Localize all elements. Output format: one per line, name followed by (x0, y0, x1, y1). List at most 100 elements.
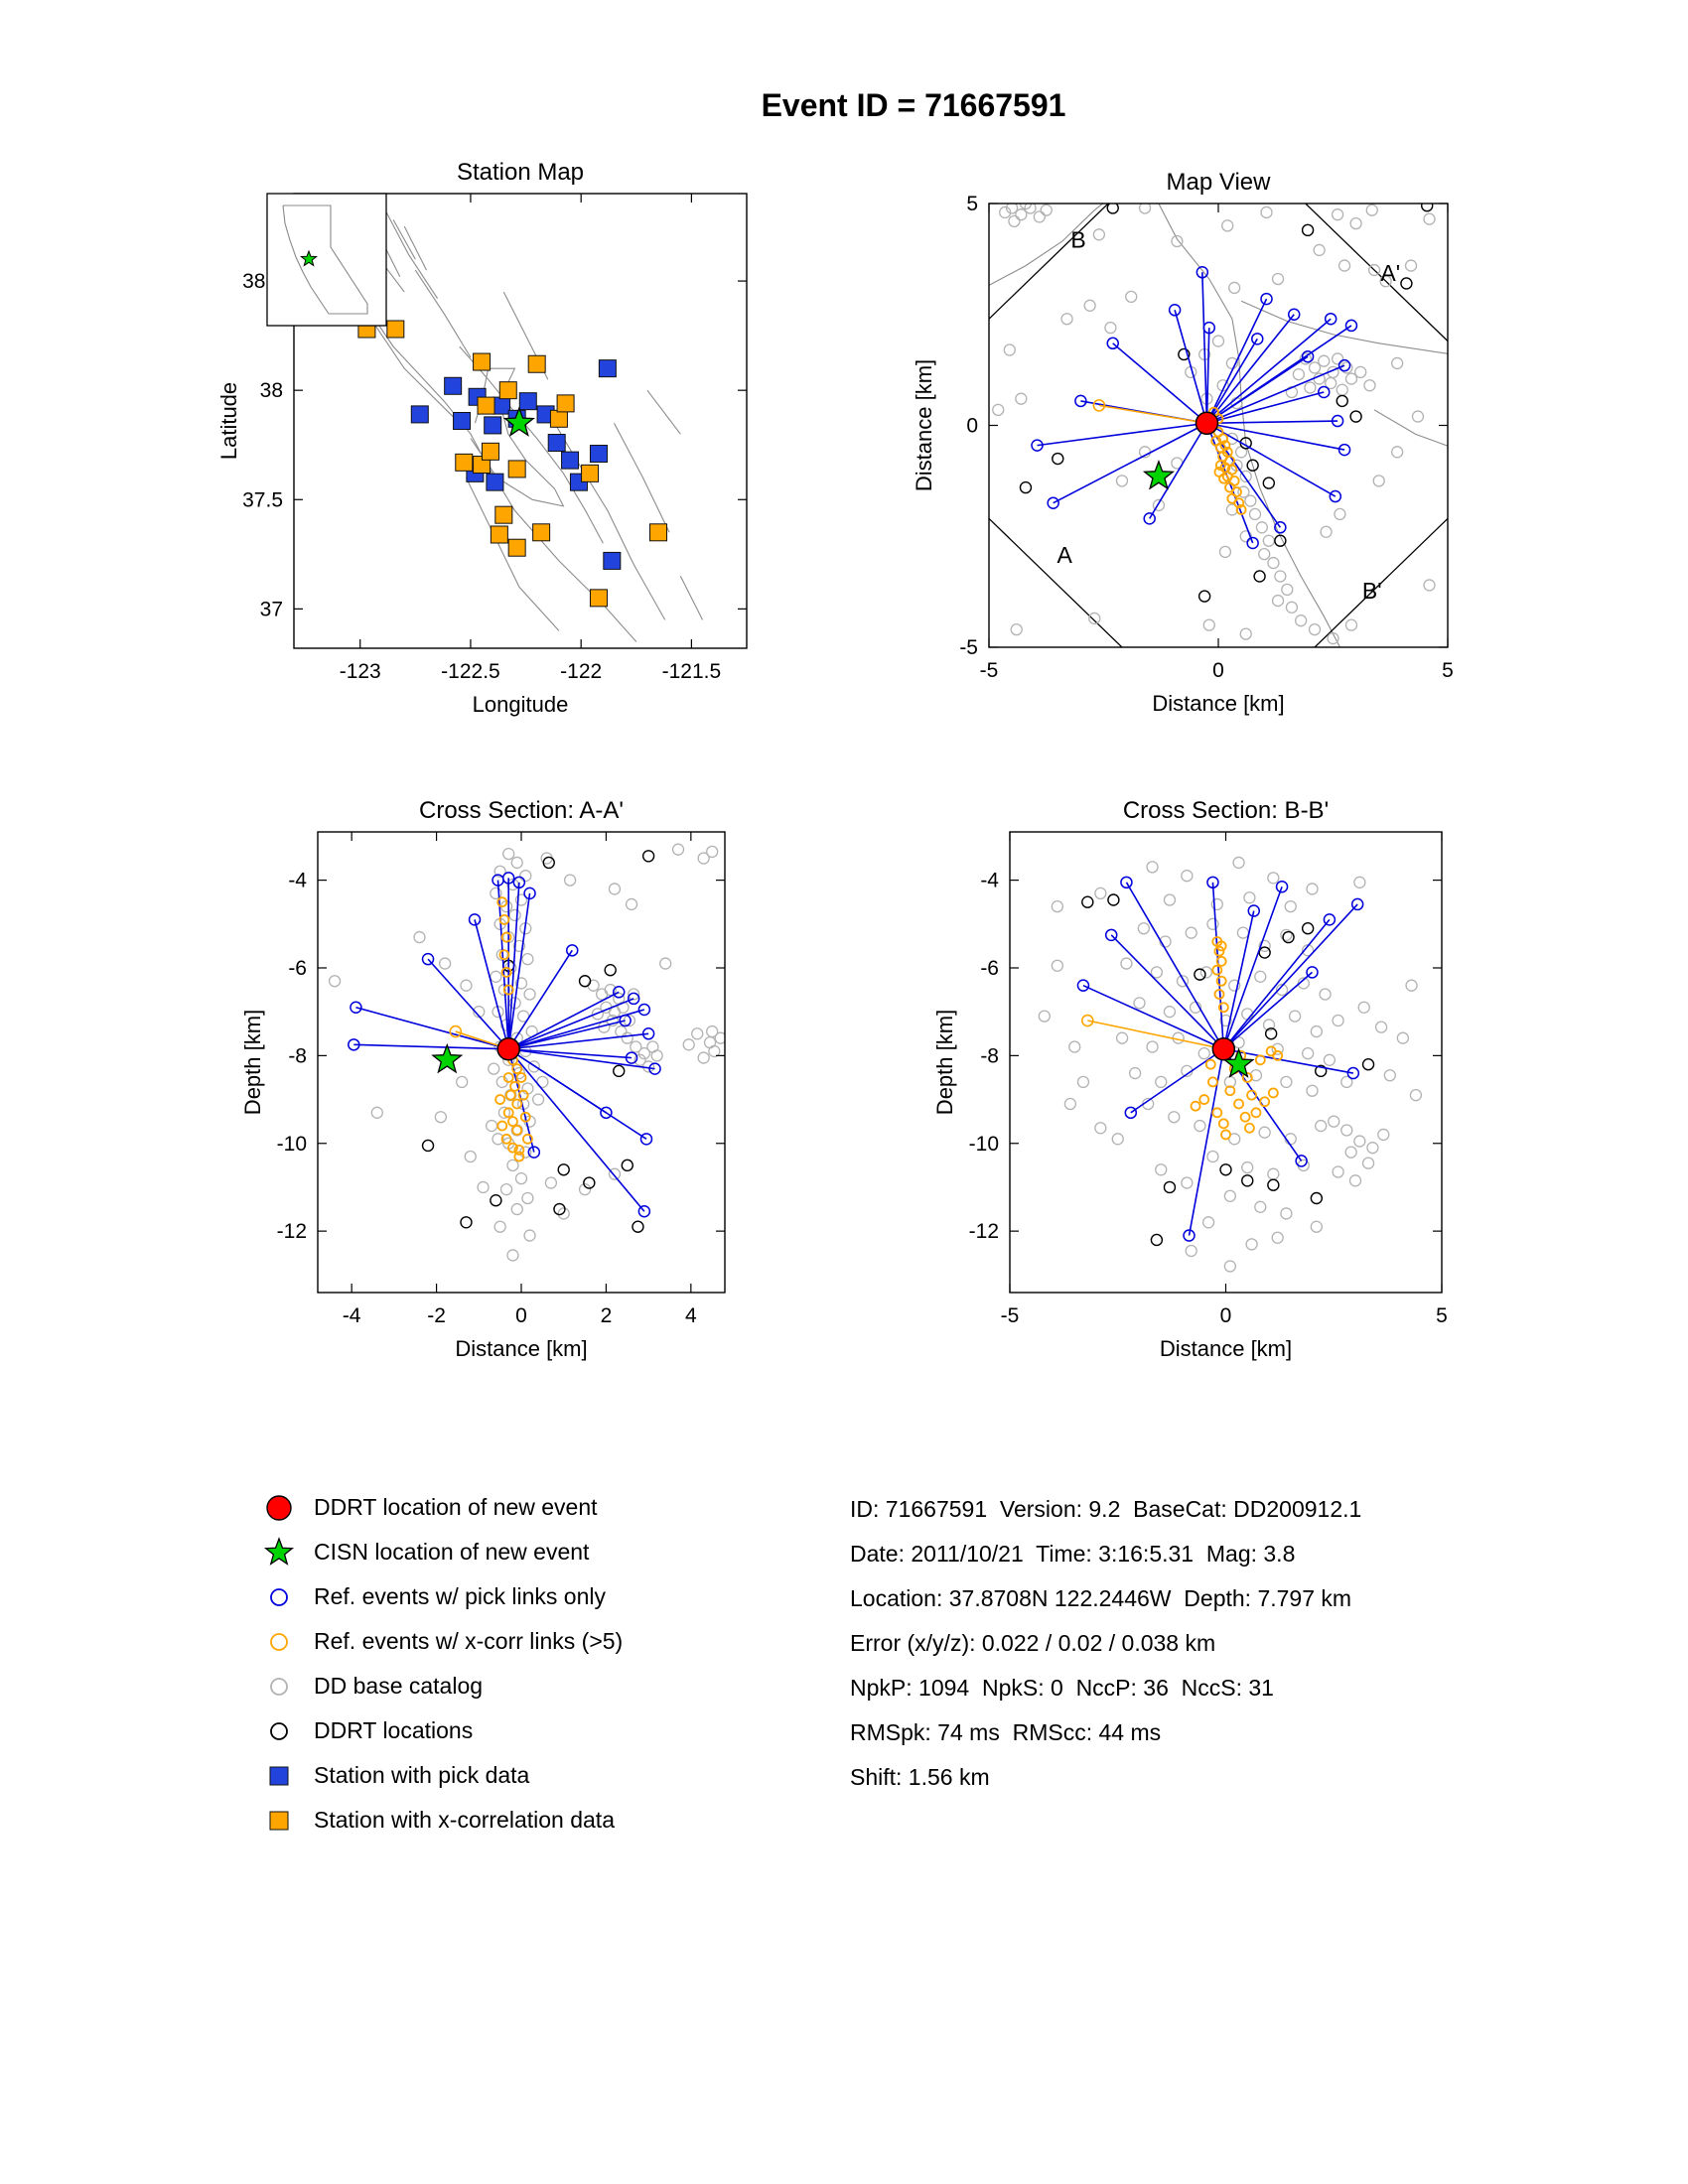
ref-event-pick (421, 952, 435, 966)
legend-item: Station with x-correlation data (256, 1798, 623, 1843)
red-dot-marker (266, 1494, 292, 1521)
y-tick-label: 37.5 (242, 488, 283, 511)
ref-event-pick (1344, 319, 1358, 333)
x-tick-label: -122 (560, 660, 602, 683)
ref-event-pick (468, 913, 482, 926)
ref-event-xcorr (1081, 1014, 1094, 1027)
station-xcorr-marker (507, 460, 526, 478)
y-tick-label: -12 (277, 1220, 307, 1243)
panel-title: Map View (1167, 169, 1272, 196)
section-label: B' (1362, 578, 1382, 604)
legend-item-label: Ref. events w/ pick links only (314, 1583, 607, 1609)
y-tick-label: -8 (288, 1044, 307, 1067)
x-tick-label: -2 (427, 1304, 446, 1327)
panel-title: Station Map (457, 159, 584, 186)
section-line (1304, 204, 1448, 342)
station-pick-marker (518, 392, 537, 411)
ref-event-pick (1076, 979, 1090, 992)
ref-event-pick (1246, 536, 1259, 550)
ddrt-locations-points (1019, 204, 1434, 603)
station-pick-marker (486, 473, 504, 491)
ref-event-pick (1183, 1229, 1196, 1242)
x-tick-label: -122.5 (441, 660, 500, 683)
ref-event-pick (639, 1133, 653, 1146)
fault-line (414, 269, 472, 358)
station-xcorr-marker (549, 409, 568, 428)
ref-event-pick (1074, 394, 1087, 408)
fault-line (1373, 409, 1448, 447)
ref-event-pick (512, 876, 526, 889)
ref-event-pick (1350, 897, 1364, 911)
cisn-location-marker (1142, 460, 1175, 490)
y-tick-label: -8 (980, 1044, 999, 1067)
x-axis-label: Distance [km] (455, 1336, 587, 1361)
california-outline (282, 205, 368, 315)
map-view-plot: B A' A B' -5 0 5 -5 0 5 Map View Distance [km] Dista… (912, 169, 1454, 716)
xcorr-link-points (1190, 936, 1284, 1141)
info-line: ID: 71667591 Version: 9.2 BaseCat: DD200… (850, 1496, 1362, 1522)
ref-event-pick (612, 986, 626, 999)
y-tick-label: 5 (966, 193, 978, 215)
ref-event-pick (1206, 876, 1219, 889)
ref-event-pick (348, 1038, 360, 1051)
section-label: B (1070, 227, 1085, 253)
ref-event-pick (1323, 913, 1336, 926)
fault-line (1240, 300, 1448, 354)
x-tick-label: 0 (1212, 659, 1224, 682)
ref-event-pick (600, 1106, 613, 1120)
station-xcorr-marker (490, 525, 508, 544)
station-pick-marker (547, 434, 566, 453)
fault-line (614, 422, 670, 533)
station-xcorr-marker (498, 381, 517, 400)
fault-line (392, 219, 416, 260)
ddrt-locations-points (1081, 893, 1375, 1247)
y-tick-label: -10 (969, 1133, 999, 1156)
info-line: Location: 37.8708N 122.2446W Depth: 7.79… (850, 1585, 1352, 1611)
y-axis-label: Depth [km] (240, 1010, 265, 1115)
section-label: A' (1380, 260, 1400, 286)
station-xcorr-marker (532, 523, 551, 542)
orange-open-circle-marker (270, 1632, 288, 1651)
legend-item-label: DD base catalog (314, 1673, 484, 1699)
pick-link-rays (353, 878, 655, 1212)
ref-event-pick (1047, 496, 1059, 509)
y-tick-label: -12 (969, 1220, 999, 1243)
ref-event-pick (1260, 292, 1273, 306)
ddrt-location-marker (496, 1036, 520, 1061)
ref-event-pick (1337, 443, 1351, 457)
station-pick-marker (444, 376, 463, 395)
cross-section-bb-plot: -5 0 5 -12 -10 -8 -6 -4 Cross Section: B-B' Dista… (932, 797, 1448, 1361)
x-tick-label: 4 (685, 1304, 697, 1327)
panel-title: Cross Section: A-A' (419, 797, 624, 824)
ref-event-pick (1031, 439, 1044, 452)
info-line: RMSpk: 74 ms RMScc: 44 ms (850, 1719, 1162, 1745)
fault-line (646, 389, 681, 435)
station-xcorr-marker (455, 453, 474, 472)
black-open-circle-marker (270, 1721, 288, 1740)
station-pick-marker (453, 412, 472, 430)
gray-open-circle-marker (270, 1677, 288, 1696)
california-inset (266, 193, 387, 327)
x-tick-label: -5 (1001, 1304, 1020, 1327)
legend-item-label: DDRT locations (314, 1717, 474, 1743)
info-line: Error (x/y/z): 0.022 / 0.02 / 0.038 km (850, 1630, 1216, 1656)
x-axis-label: Distance [km] (1160, 1336, 1292, 1361)
ref-event-pick (1202, 321, 1216, 335)
station-pick-marker (561, 451, 580, 470)
fault-line (466, 477, 560, 631)
legend-item-label: DDRT location of new event (314, 1494, 598, 1520)
fault-line (381, 204, 439, 300)
ref-event-pick (1329, 489, 1342, 503)
ref-event-pick (501, 872, 515, 885)
cisn-location-marker (431, 1042, 464, 1074)
station-xcorr-marker (589, 589, 608, 608)
y-tick-label: -6 (288, 957, 307, 980)
y-tick-label: 0 (966, 415, 978, 438)
station-map-plot: -123 -122.5 -122 -121.53737.53838.5Station … (216, 159, 748, 717)
section-line (989, 517, 1123, 647)
ref-event-pick (1301, 349, 1315, 363)
y-tick-label: -4 (288, 870, 307, 892)
fault-line (679, 576, 703, 620)
ref-event-pick (523, 887, 536, 900)
ref-event-pick (527, 1146, 541, 1159)
